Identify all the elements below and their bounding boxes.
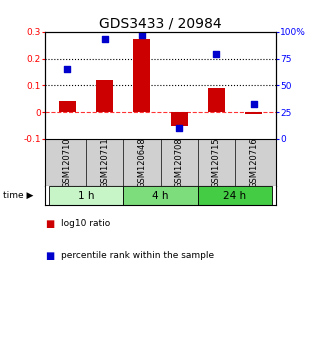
Point <box>251 101 256 107</box>
Bar <box>198 186 272 205</box>
Text: GSM120710: GSM120710 <box>63 137 72 188</box>
Text: GSM120716: GSM120716 <box>249 137 258 188</box>
Text: GSM120715: GSM120715 <box>212 137 221 188</box>
Text: percentile rank within the sample: percentile rank within the sample <box>61 251 214 260</box>
Point <box>177 125 182 131</box>
Point <box>102 36 107 42</box>
Bar <box>208 88 225 112</box>
Bar <box>49 186 123 205</box>
Point <box>139 32 144 38</box>
Point <box>65 67 70 72</box>
Text: ■: ■ <box>45 219 54 229</box>
Text: log10 ratio: log10 ratio <box>61 219 110 228</box>
Text: ■: ■ <box>45 251 54 261</box>
Bar <box>171 112 187 126</box>
Bar <box>96 80 113 112</box>
Text: GSM120711: GSM120711 <box>100 137 109 188</box>
Bar <box>134 39 150 112</box>
Text: time ▶: time ▶ <box>3 191 34 200</box>
Text: 24 h: 24 h <box>223 191 247 201</box>
Bar <box>245 112 262 114</box>
Text: GSM120648: GSM120648 <box>137 137 146 188</box>
Point <box>214 52 219 57</box>
Title: GDS3433 / 20984: GDS3433 / 20984 <box>99 17 222 31</box>
Text: 1 h: 1 h <box>78 191 94 201</box>
Bar <box>123 186 198 205</box>
Bar <box>59 102 76 112</box>
Text: 4 h: 4 h <box>152 191 169 201</box>
Text: GSM120708: GSM120708 <box>175 137 184 188</box>
